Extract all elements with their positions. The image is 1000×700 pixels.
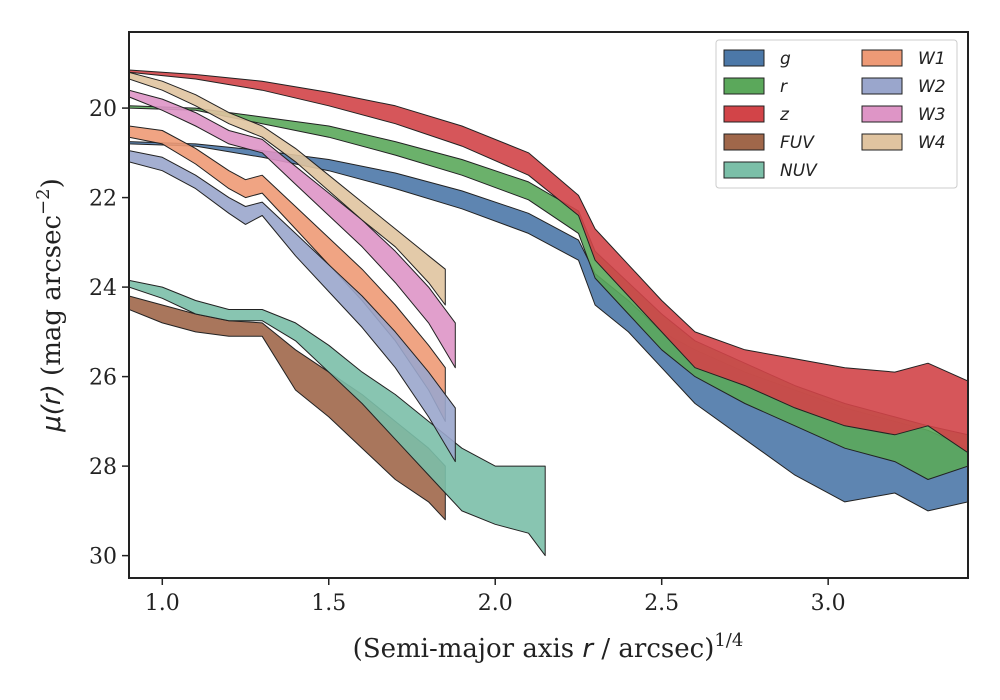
y-axis: 20 22 24 26 28 30 <box>89 97 129 570</box>
legend-box <box>715 39 958 189</box>
legend-swatch-fuv <box>723 133 765 151</box>
legend-swatch-g <box>723 49 765 67</box>
legend-label-z: z <box>779 105 790 125</box>
legend-swatch-nuv <box>723 161 765 179</box>
series-area-w4 <box>129 71 446 306</box>
legend-swatch-w3 <box>861 105 903 123</box>
legend-swatch-w1 <box>861 49 903 67</box>
series-area-z <box>129 69 968 454</box>
legend-label-w4: W4 <box>918 133 946 153</box>
x-tick-label: 3.0 <box>811 591 846 616</box>
legend-label-w1: W1 <box>918 49 946 69</box>
x-tick-label: 1.5 <box>311 591 346 616</box>
x-tick-label: 1.0 <box>145 591 180 616</box>
legend-label-w3: W3 <box>918 105 946 125</box>
y-tick-label: 26 <box>89 366 117 391</box>
legend-swatch-w4 <box>861 133 903 151</box>
legend-label-fuv: FUV <box>780 133 815 153</box>
y-axis-label: μ(r) (mag arcsec−2) <box>33 178 67 433</box>
series-area-w3 <box>129 89 456 369</box>
plot-frame <box>128 31 969 579</box>
series-area-g <box>129 141 968 512</box>
legend-label-nuv: NUV <box>780 161 818 181</box>
series-area-nuv <box>129 279 546 557</box>
x-axis-label: (Semi-major axis r / arcsec)1/4 <box>353 630 744 664</box>
x-tick-label: 2.0 <box>478 591 513 616</box>
series-area-w2 <box>129 150 456 463</box>
y-tick-label: 22 <box>89 187 117 212</box>
legend-label-g: g <box>780 49 791 69</box>
y-tick-label: 28 <box>89 455 117 480</box>
legend-label-r: r <box>780 77 788 97</box>
y-tick-label: 20 <box>89 97 117 122</box>
x-axis: 1.0 1.5 2.0 2.5 3.0 <box>145 578 846 616</box>
legend-label-w2: W2 <box>918 77 946 97</box>
series-area-fuv <box>129 295 446 521</box>
y-tick-label: 24 <box>89 276 117 301</box>
legend-swatch-w2 <box>861 77 903 95</box>
y-tick-label: 30 <box>89 545 117 570</box>
legend-swatch-z <box>723 105 765 123</box>
x-tick-label: 2.5 <box>644 591 679 616</box>
legend: grz FUV NUV W1 W2 W3 W4 <box>715 39 958 189</box>
legend-swatch-r <box>723 77 765 95</box>
series-areas <box>129 69 968 557</box>
